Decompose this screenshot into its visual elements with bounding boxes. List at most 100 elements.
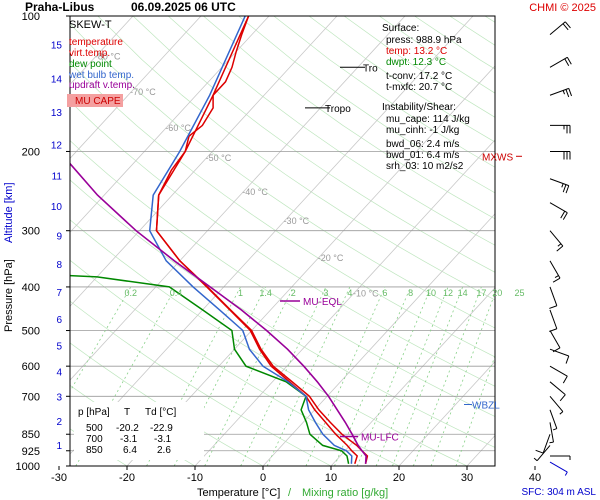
instability-bwd-01: bwd_01: 6.4 m/s	[386, 150, 459, 161]
isotherm-line	[398, 361, 495, 466]
wind-barb	[535, 434, 551, 454]
isotherm-line	[70, 16, 338, 307]
table-cell: 2.6	[157, 445, 171, 456]
legend-item-virt-temp: virt.temp.	[69, 48, 110, 59]
values-table: p [hPa] T Td [°C] 500 -20.2 -22.9 700 -3…	[74, 402, 204, 460]
wind-barb	[549, 21, 571, 36]
surface-dwpt: dwpt: 12.3 °C	[386, 57, 446, 68]
isotherm-label: -60 °C	[165, 123, 191, 133]
wind-barb	[549, 381, 566, 402]
series-line-dew-point	[70, 274, 350, 464]
wind-barb-staff	[549, 87, 569, 96]
mixing-ratio-label: 14	[458, 288, 468, 298]
mixing-ratio-line	[356, 286, 432, 466]
table-cell: -20.2	[116, 423, 139, 434]
wind-barb-flag	[549, 305, 558, 309]
wind-barb-flag	[557, 243, 562, 247]
legend-item-wet-bulb: wet bulb temp.	[68, 70, 134, 81]
temperature-tick-label: -30	[51, 472, 67, 484]
wind-barb-flag	[564, 58, 570, 66]
altitude-tick-label: 15	[51, 40, 63, 51]
mixing-ratio-line	[392, 286, 464, 466]
altitude-tick-label: 9	[56, 231, 62, 242]
mixing-ratio-line	[455, 354, 495, 466]
instability-bwd-06: bwd_06: 2.4 m/s	[386, 139, 459, 150]
wind-barb	[549, 260, 561, 283]
wind-barb	[549, 87, 572, 98]
instability-srh-03: srh_03: 10 m2/s2	[386, 161, 464, 172]
wind-barb-staff	[549, 409, 558, 429]
dry-adiabat-line	[70, 140, 495, 417]
table-cell: 700	[86, 434, 103, 445]
wind-barb-flag	[562, 23, 569, 31]
mu-lfc-label: MU-LFC	[361, 433, 399, 444]
isotherm-label: -80 °C	[95, 52, 121, 62]
isotherm-line	[535, 16, 600, 466]
pressure-tick-label: 500	[22, 326, 40, 338]
table-header-t: T	[124, 407, 130, 418]
pressure-tick-label: 1000	[16, 461, 40, 473]
surface-title: Surface:	[382, 23, 419, 34]
wind-barb-flag	[562, 212, 568, 220]
wind-barb-flag	[535, 449, 544, 454]
pressure-tick-label: 200	[22, 146, 40, 158]
altitude-tick-label: 10	[51, 202, 63, 213]
mixing-ratio-label: 12	[443, 288, 453, 298]
dry-adiabat-line	[484, 16, 495, 23]
altitude-tick-label: 11	[52, 172, 63, 183]
series-line-wet-bulb-temp	[148, 16, 353, 464]
mixing-ratio-line	[412, 286, 482, 466]
wind-barb-staff	[549, 330, 561, 349]
temperature-tick-label: -10	[187, 472, 203, 484]
altitude-tick-label: 6	[56, 315, 62, 326]
altitude-tick-label: 8	[56, 260, 62, 271]
table-cell: 6.4	[123, 445, 137, 456]
altitude-tick-label: 13	[51, 108, 63, 119]
wind-barb-flag	[552, 428, 558, 431]
isotherm-line	[330, 287, 495, 466]
legend-item-updraft: updraft v.temp.	[69, 80, 135, 91]
wind-barb-staff	[542, 434, 551, 454]
series-group	[70, 16, 369, 465]
surface-press: press: 988.9 hPa	[386, 35, 462, 46]
wind-barb-flag	[549, 441, 554, 444]
wind-barb	[533, 445, 551, 462]
wind-barb-staff	[536, 445, 551, 462]
mixing-ratio-label: 3	[323, 288, 328, 298]
wind-barb-staff	[549, 422, 554, 443]
y-axis-label-altitude: Altitude [km]	[3, 182, 15, 243]
isotherm-line	[194, 139, 495, 466]
temperature-tick-label: 40	[529, 472, 541, 484]
series-line-updraft-v-temp	[70, 162, 367, 464]
dry-adiabat-line	[308, 16, 495, 143]
wind-barb	[549, 409, 558, 431]
wind-barb	[549, 202, 568, 220]
table-cell: -3.1	[154, 434, 172, 445]
wind-barb-flag	[559, 411, 564, 415]
mixing-ratio-line	[375, 286, 449, 466]
surface-temp: temp: 13.2 °C	[386, 46, 447, 57]
wind-barb-flag	[552, 277, 561, 283]
instability-mu-cape: mu_cape: 114 J/kg	[386, 114, 470, 125]
wind-barb	[549, 309, 558, 332]
legend-item-temperature: temperature	[69, 37, 123, 48]
table-cell: 500	[86, 423, 103, 434]
pressure-tick-label: 850	[22, 429, 40, 441]
mixing-ratio-line	[75, 286, 177, 466]
isotherm-label: -10 °C	[353, 288, 379, 298]
pressure-tick-label: 300	[22, 226, 40, 238]
dry-adiabat-line	[70, 300, 332, 466]
wind-barb-staff	[549, 230, 564, 247]
mixing-ratio-label: 10	[426, 288, 436, 298]
wind-barb-flag	[568, 88, 572, 97]
dry-adiabat-line	[203, 16, 495, 220]
altitude-tick-label: 1	[56, 441, 62, 452]
mixing-ratio-label: 6	[382, 288, 387, 298]
tro-label: Tro	[363, 63, 378, 74]
mxws-label: MXWS	[482, 152, 513, 163]
altitude-tick-label: 4	[56, 367, 62, 378]
wind-barb-flag	[564, 471, 568, 476]
table-cell: -3.1	[120, 434, 138, 445]
dry-adiabat-line	[70, 23, 495, 329]
wind-barb	[550, 455, 571, 460]
